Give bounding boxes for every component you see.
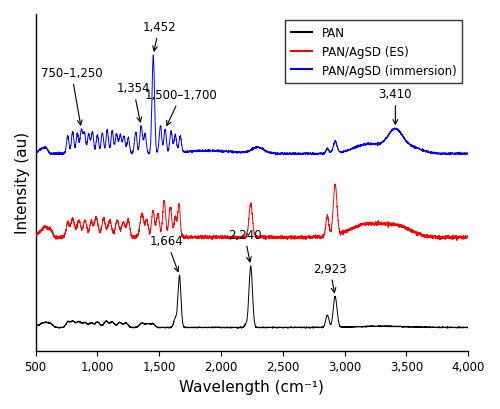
Text: 2,923: 2,923 [313, 262, 346, 293]
X-axis label: Wavelength (cm⁻¹): Wavelength (cm⁻¹) [180, 379, 324, 394]
Text: 2,240: 2,240 [228, 228, 262, 262]
Text: 750–1,250: 750–1,250 [40, 66, 102, 126]
Y-axis label: Intensity (au): Intensity (au) [15, 132, 30, 234]
Text: 1,500–1,700: 1,500–1,700 [145, 89, 218, 126]
Text: 1,664: 1,664 [150, 234, 184, 272]
Text: 1,354: 1,354 [116, 82, 150, 123]
Legend: PAN, PAN/AgSD (ES), PAN/AgSD (immersion): PAN, PAN/AgSD (ES), PAN/AgSD (immersion) [285, 21, 463, 83]
Text: 3,410: 3,410 [378, 88, 412, 125]
Text: 1,452: 1,452 [142, 21, 176, 52]
